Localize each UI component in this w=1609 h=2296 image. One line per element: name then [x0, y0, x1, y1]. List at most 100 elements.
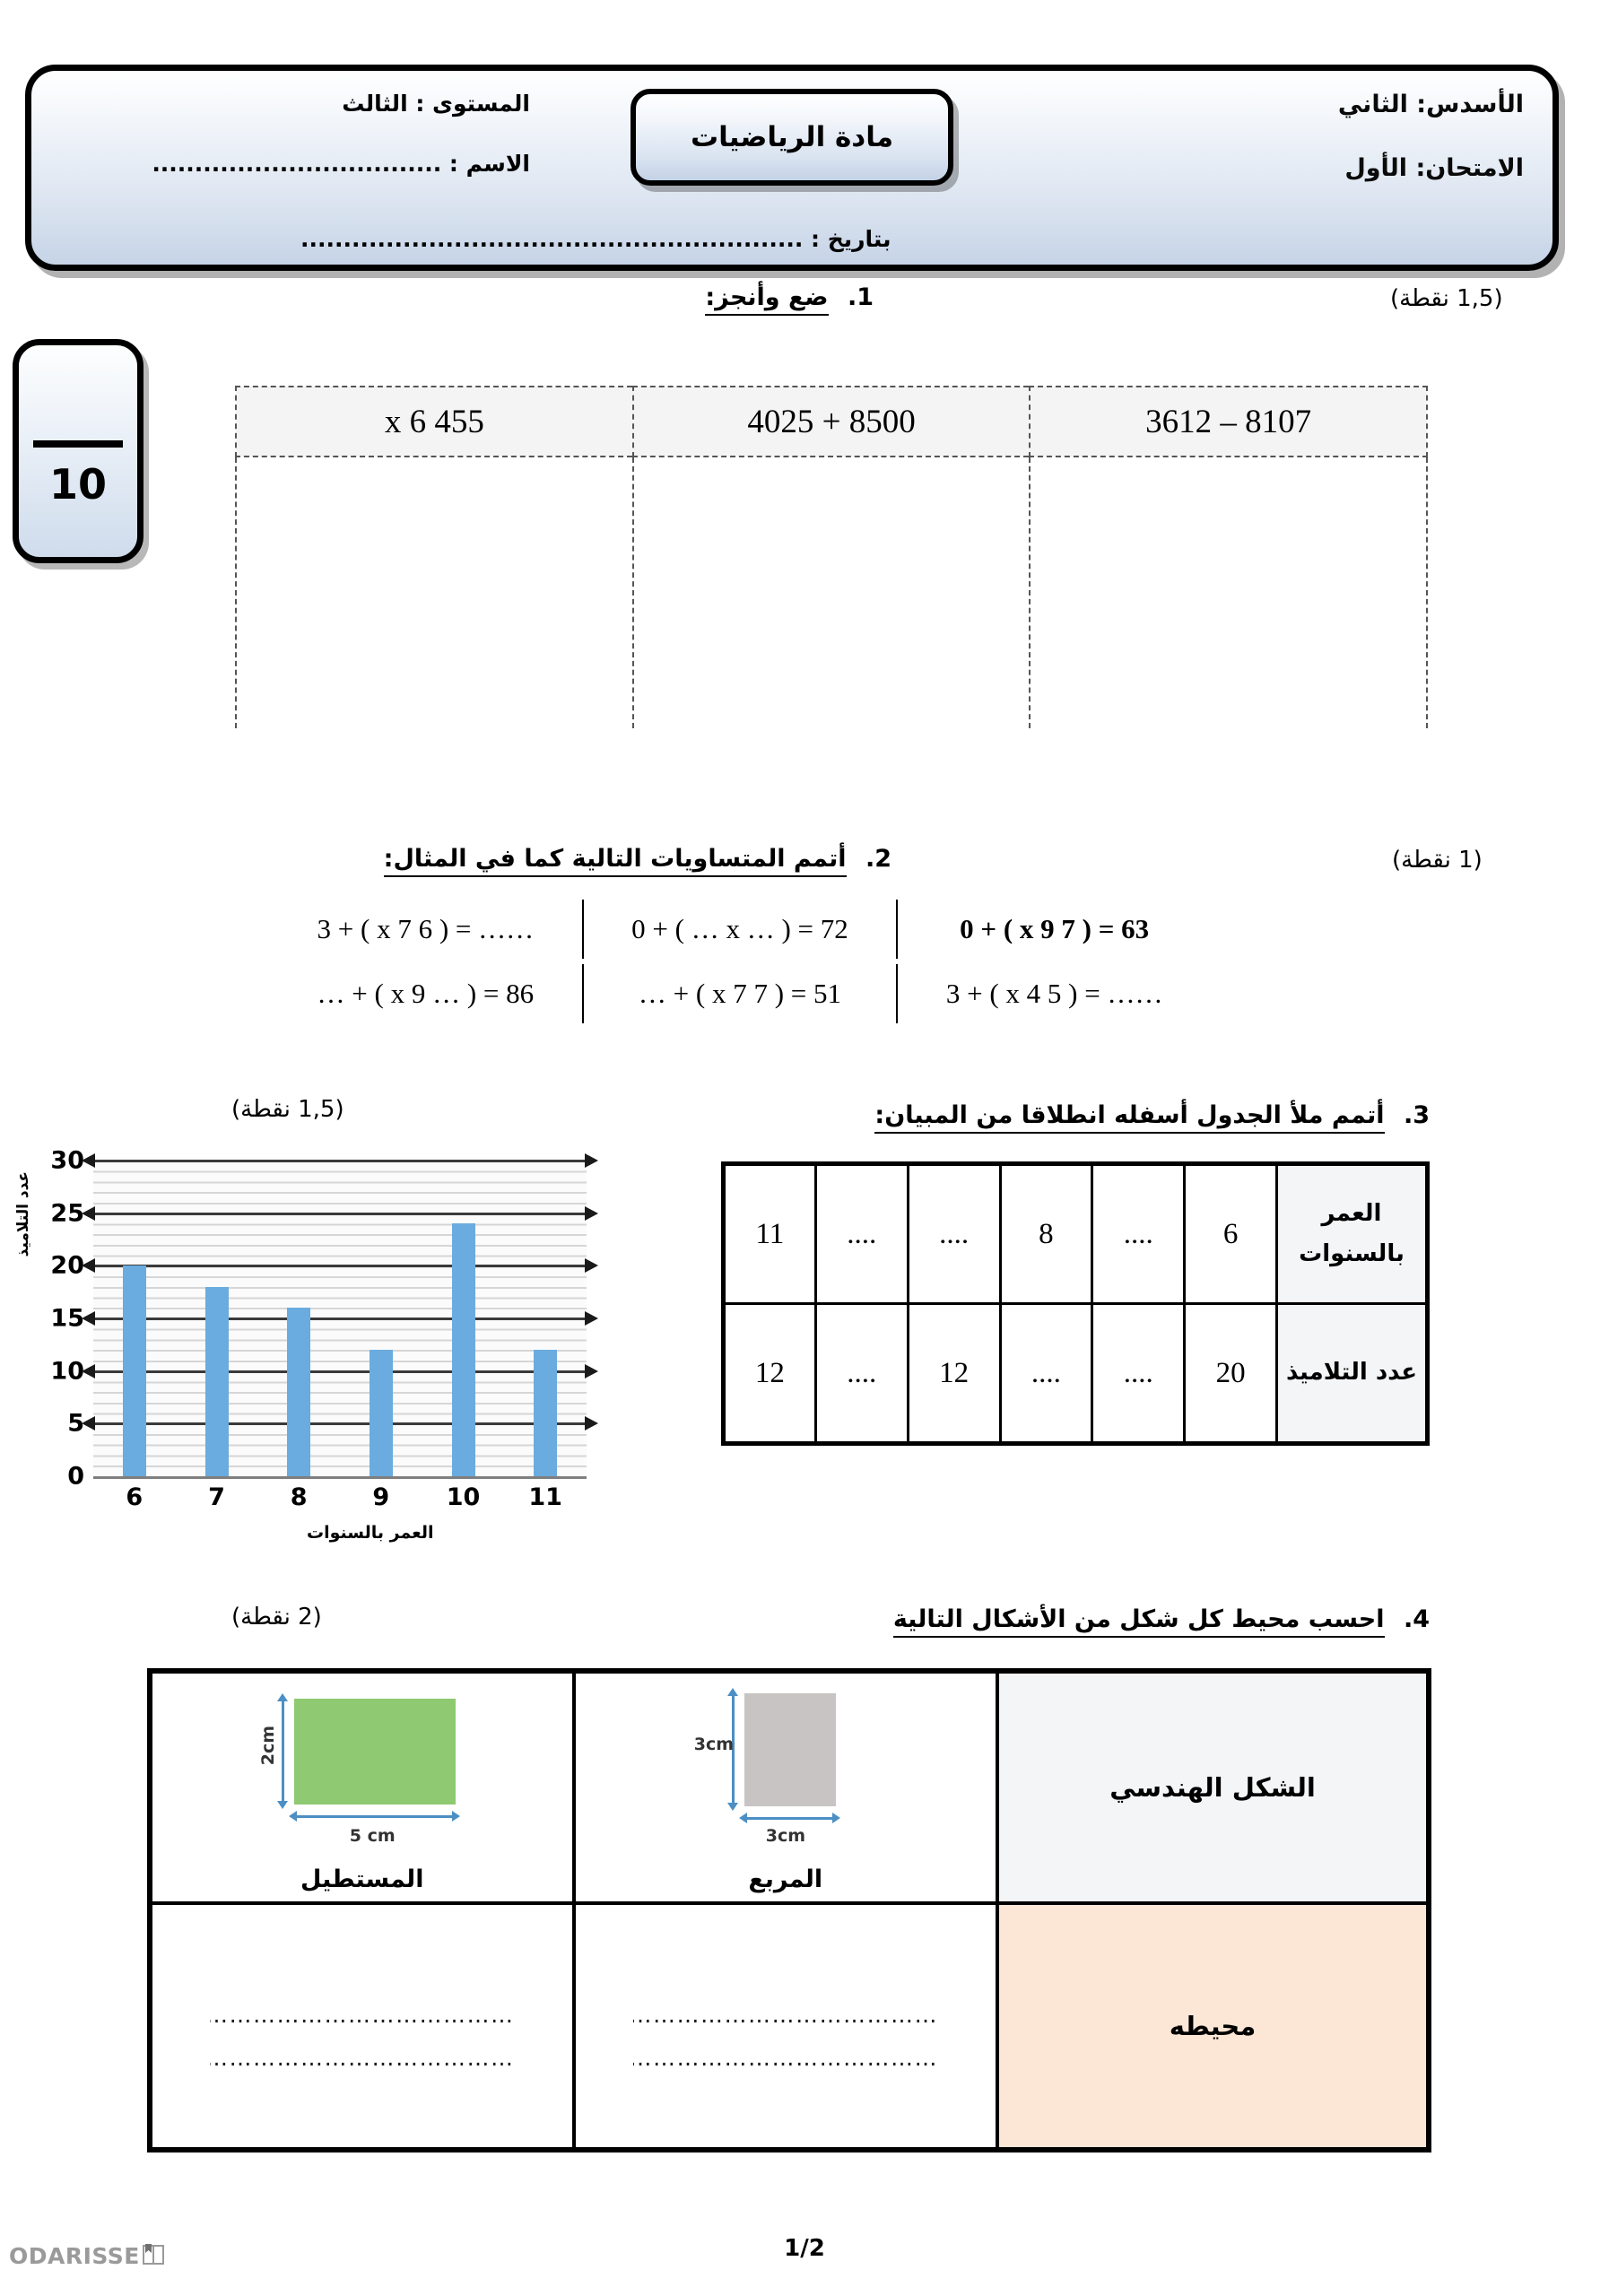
age-cell-5[interactable]: ....	[813, 1162, 909, 1305]
equations-row-1: 63 = ( 7 x 9 ) + 0 72 = ( … x … ) + 0 ………	[269, 897, 1211, 961]
square-name-label: المربع	[748, 1865, 823, 1893]
age-cell-6[interactable]: 11	[722, 1162, 817, 1305]
count-cell-1[interactable]: 20	[1183, 1302, 1278, 1445]
answer-dotted-line: ……………………………………	[210, 2002, 515, 2028]
level-label: المستوى : الثالث	[342, 91, 530, 117]
exam-date-field[interactable]: بتاريخ : ...............................…	[300, 226, 891, 252]
chart-gridline	[82, 1205, 598, 1221]
exercise-3-points: (1,5 نقطة)	[231, 1096, 344, 1123]
chart-x-tick-label: 10	[446, 1483, 481, 1511]
chart-y-axis-ticks: 0 5 10 15 20 25 30	[39, 1147, 90, 1491]
age-cell-3[interactable]: 8	[998, 1162, 1094, 1305]
equation-2-2[interactable]: 51 = ( 7 x 7 ) + …	[638, 978, 842, 1009]
square-width-dimension-line	[745, 1816, 834, 1820]
chart-x-tick-label: 7	[208, 1483, 225, 1511]
chart-gridline	[82, 1311, 598, 1326]
table-row-ages: العمر بالسنوات 6 .... 8 .... .... 11	[722, 1162, 1429, 1305]
header-perimeter: محيطه	[996, 1901, 1431, 2152]
exercise-2-points: (1 نقطة)	[1392, 847, 1483, 874]
exam-label: الامتحان: الأول	[1344, 154, 1524, 182]
equation-1-2[interactable]: 72 = ( … x … ) + 0	[631, 913, 848, 944]
rectangle-figure: 2cm 5 cm	[228, 1683, 497, 1862]
rectangle-name-label: المستطيل	[300, 1865, 424, 1893]
square-height-dimension-line	[731, 1694, 735, 1805]
exercise-2-title: أتمم المتساويات التالية كما في المثال:	[383, 845, 847, 877]
operation-answer-cell-3[interactable]	[235, 457, 634, 728]
operations-expression-row: 8107 – 3612 8500 + 4025 455 x 6	[235, 386, 1428, 457]
equations-separator	[581, 964, 584, 1023]
equations-separator	[896, 964, 899, 1023]
chart-plot-area	[82, 1153, 598, 1479]
table-row-counts: عدد التلاميذ 20 .... .... 12 .... 12	[722, 1302, 1429, 1445]
count-cell-6[interactable]: 12	[722, 1302, 817, 1445]
square-width-arrow-left-icon	[738, 1812, 747, 1823]
score-denominator: 10	[48, 460, 107, 509]
operations-answer-row	[235, 457, 1428, 728]
exam-date-label: بتاريخ :	[803, 226, 891, 252]
chart-y-tick-label: 25	[50, 1199, 84, 1228]
chart-x-tick-label: 11	[528, 1483, 562, 1511]
rectangle-height-arrow-down-icon	[276, 1800, 288, 1809]
operation-cell-1: 8107 – 3612	[1029, 386, 1428, 457]
count-cell-3[interactable]: ....	[998, 1302, 1094, 1445]
exercise-3-number: 3.	[1403, 1101, 1430, 1129]
exam-header-banner: الأسدس: الثاني الامتحان: الأول مادة الري…	[25, 65, 1559, 271]
equation-1-3[interactable]: …… = ( 6 x 7 ) + 3	[317, 913, 535, 944]
shape-cell-rectangle: 2cm 5 cm المستطيل	[148, 1669, 576, 1905]
count-cell-2[interactable]: ....	[1091, 1302, 1187, 1445]
exercise-4-points: (2 نقطة)	[231, 1604, 322, 1631]
rectangle-width-label: 5 cm	[349, 1825, 396, 1846]
students-age-bar-chart: عدد التلاميذ 0 5 10 15 20 25 30 6 7 8 9 10 11 العمر…	[11, 1139, 674, 1552]
header-right-block: الأسدس: الثاني الامتحان: الأول	[1165, 91, 1525, 218]
equation-2-1[interactable]: …… = ( 5 x 4 ) + 3	[945, 978, 1163, 1009]
rectangle-width-dimension-line	[295, 1814, 454, 1818]
exercise-3-title: أتمم ملأ الجدول أسفله انطلاقا من المبيان…	[874, 1101, 1385, 1134]
operation-answer-cell-2[interactable]	[631, 457, 1031, 728]
exercise-3-heading: 3. أتمم ملأ الجدول أسفله انطلاقا من المب…	[874, 1101, 1430, 1134]
exercise-4-perimeter-table: الشكل الهندسي 3cm 3cm المربع	[147, 1668, 1431, 2152]
count-cell-4[interactable]: 12	[906, 1302, 1002, 1445]
score-fraction-bar	[33, 440, 123, 448]
perimeter-answer-rectangle[interactable]: …………………………………… ……………………………………	[148, 1901, 576, 2152]
subject-title: مادة الرياضيات	[690, 121, 894, 153]
rectangle-width-arrow-right-icon	[451, 1810, 460, 1822]
rectangle-height-label: 2cm	[257, 1725, 278, 1765]
book-logo-icon	[142, 2242, 169, 2269]
square-width-arrow-right-icon	[831, 1812, 840, 1823]
exercise-2-heading: 2. أتمم المتساويات التالية كما في المثال…	[383, 845, 891, 877]
chart-y-tick-label: 15	[50, 1304, 84, 1333]
exercise-2-number: 2.	[865, 845, 891, 873]
chart-y-axis-title: عدد التلاميذ	[14, 1171, 32, 1257]
square-width-label: 3cm	[765, 1825, 806, 1846]
total-score-box[interactable]: 10	[13, 339, 144, 563]
shape-cell-square: 3cm 3cm المربع	[571, 1669, 999, 1905]
equation-2-3[interactable]: 86 = ( … x 9 ) + …	[317, 978, 535, 1009]
exercise-1-points: (1,5 نقطة)	[1390, 285, 1503, 312]
age-cell-1[interactable]: 6	[1183, 1162, 1278, 1305]
operation-answer-cell-1[interactable]	[1029, 457, 1428, 728]
square-height-arrow-down-icon	[726, 1802, 738, 1811]
equation-1-1[interactable]: 63 = ( 7 x 9 ) + 0	[960, 913, 1150, 944]
age-cell-4[interactable]: ....	[906, 1162, 1002, 1305]
page-number: 1/2	[784, 2235, 825, 2262]
square-height-arrow-up-icon	[726, 1687, 738, 1696]
student-name-dots: ..................................	[152, 151, 442, 177]
age-cell-2[interactable]: ....	[1091, 1162, 1187, 1305]
operation-cell-3: 455 x 6	[235, 386, 634, 457]
rectangle-height-arrow-up-icon	[276, 1692, 288, 1701]
chart-x-axis-ticks: 6 7 8 9 10 11	[93, 1483, 587, 1519]
watermark-text: ODARISSE	[9, 2242, 140, 2269]
rectangle-height-dimension-line	[281, 1700, 284, 1803]
exercise-4-number: 4.	[1403, 1605, 1430, 1633]
chart-y-tick-label: 5	[67, 1409, 84, 1438]
chart-x-tick-label: 6	[126, 1483, 144, 1511]
count-cell-5[interactable]: ....	[813, 1302, 909, 1445]
chart-bar	[369, 1350, 393, 1476]
chart-x-axis-title: العمر بالسنوات	[307, 1523, 434, 1543]
student-name-field[interactable]: الاسم : ................................…	[64, 151, 530, 177]
subject-title-box: مادة الرياضيات	[631, 89, 953, 186]
exercise-2-equations: 63 = ( 7 x 9 ) + 0 72 = ( … x … ) + 0 ………	[269, 897, 1211, 1026]
perimeter-answer-square[interactable]: …………………………………… ……………………………………	[571, 1901, 999, 2152]
equations-separator	[581, 900, 584, 959]
exercise-3-data-table: العمر بالسنوات 6 .... 8 .... .... 11 عدد…	[721, 1161, 1430, 1446]
